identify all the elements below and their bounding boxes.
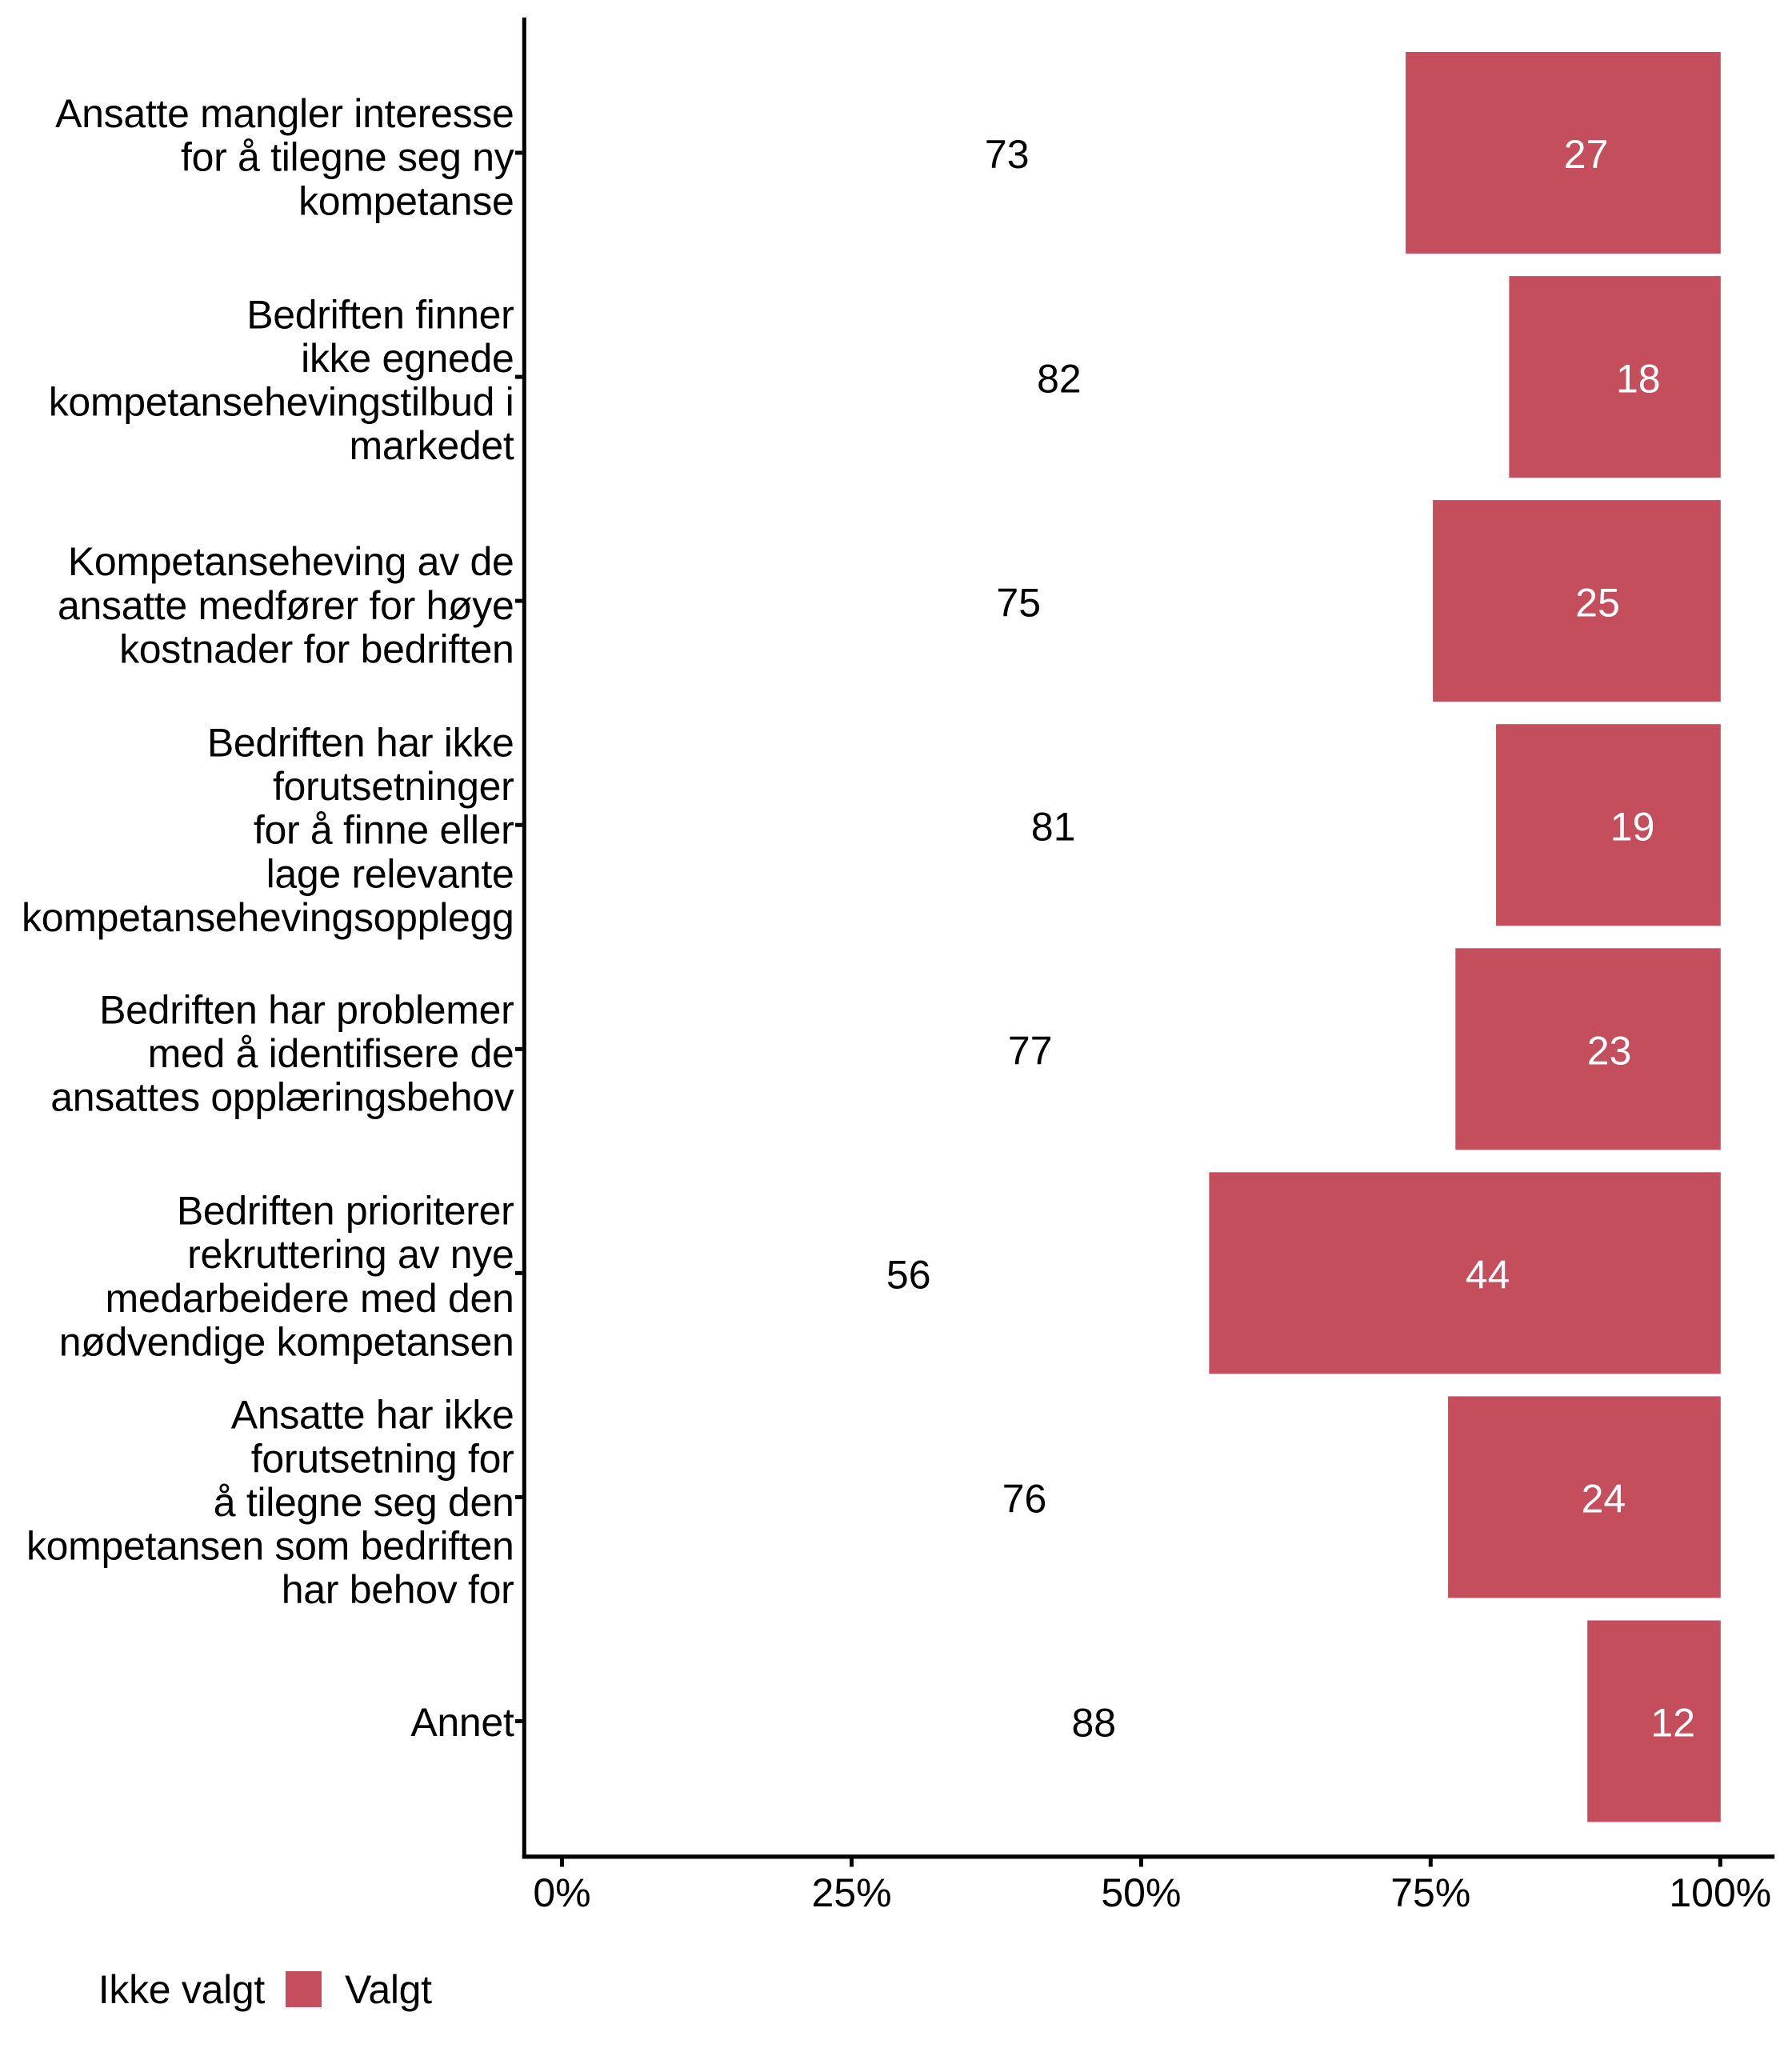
svg-text:rekruttering av nye: rekruttering av nye — [187, 1232, 514, 1277]
svg-text:kompetansen som bedriften: kompetansen som bedriften — [26, 1524, 514, 1569]
svg-text:forutsetninger: forutsetninger — [273, 764, 514, 809]
svg-text:Bedriften finner: Bedriften finner — [246, 292, 514, 337]
svg-text:medarbeidere med den: medarbeidere med den — [106, 1276, 514, 1321]
svg-text:har behov for: har behov for — [282, 1567, 514, 1612]
svg-text:24: 24 — [1582, 1477, 1626, 1522]
svg-text:50%: 50% — [1101, 1870, 1181, 1915]
svg-text:0%: 0% — [533, 1870, 590, 1915]
svg-text:Ansatte har ikke: Ansatte har ikke — [231, 1393, 514, 1438]
svg-text:Bedriften prioriterer: Bedriften prioriterer — [177, 1189, 514, 1234]
svg-text:med å identifisere de: med å identifisere de — [148, 1031, 514, 1076]
svg-text:56: 56 — [886, 1253, 931, 1298]
svg-text:82: 82 — [1037, 356, 1082, 401]
svg-text:12: 12 — [1650, 1701, 1695, 1746]
svg-text:ansattes opplæringsbehov: ansattes opplæringsbehov — [50, 1075, 514, 1120]
svg-text:kostnader for bedriften: kostnader for bedriften — [119, 626, 514, 671]
svg-text:å tilegne seg den: å tilegne seg den — [214, 1480, 514, 1525]
svg-text:77: 77 — [1008, 1029, 1053, 1074]
svg-text:25%: 25% — [811, 1870, 891, 1915]
svg-text:Bedriften har ikke: Bedriften har ikke — [207, 721, 514, 766]
svg-text:ikke egnede: ikke egnede — [301, 336, 514, 381]
svg-text:lage relevante: lage relevante — [266, 851, 514, 896]
svg-text:markedet: markedet — [349, 423, 514, 468]
svg-text:73: 73 — [985, 132, 1030, 177]
svg-text:forutsetning for: forutsetning for — [251, 1436, 514, 1481]
svg-text:kompetanse: kompetanse — [298, 178, 514, 223]
svg-text:81: 81 — [1031, 804, 1076, 849]
svg-text:19: 19 — [1610, 804, 1655, 849]
svg-text:kompetansehevingsopplegg: kompetansehevingsopplegg — [22, 895, 514, 940]
svg-text:kompetansehevingstilbud i: kompetansehevingstilbud i — [49, 380, 514, 425]
svg-text:nødvendige kompetansen: nødvendige kompetansen — [59, 1319, 514, 1364]
svg-text:18: 18 — [1616, 356, 1661, 401]
svg-text:23: 23 — [1587, 1029, 1632, 1074]
svg-text:88: 88 — [1072, 1701, 1117, 1746]
svg-text:Annet: Annet — [410, 1700, 514, 1745]
svg-text:Ansatte mangler interesse: Ansatte mangler interesse — [55, 91, 514, 136]
svg-text:100%: 100% — [1669, 1870, 1771, 1915]
svg-text:75: 75 — [996, 580, 1041, 625]
svg-text:Valgt: Valgt — [345, 1967, 432, 2012]
svg-text:25: 25 — [1575, 580, 1620, 625]
svg-text:Ikke valgt: Ikke valgt — [98, 1967, 266, 2012]
svg-text:for å tilegne seg ny: for å tilegne seg ny — [181, 135, 514, 180]
svg-text:44: 44 — [1466, 1253, 1510, 1298]
svg-text:75%: 75% — [1390, 1870, 1470, 1915]
svg-text:Bedriften har problemer: Bedriften har problemer — [99, 987, 514, 1032]
svg-text:76: 76 — [1002, 1477, 1047, 1522]
svg-text:ansatte medfører for høye: ansatte medfører for høye — [58, 583, 514, 628]
svg-text:Kompetanseheving av de: Kompetanseheving av de — [68, 539, 514, 584]
svg-text:for å finne eller: for å finne eller — [254, 808, 514, 853]
svg-text:27: 27 — [1564, 132, 1609, 177]
